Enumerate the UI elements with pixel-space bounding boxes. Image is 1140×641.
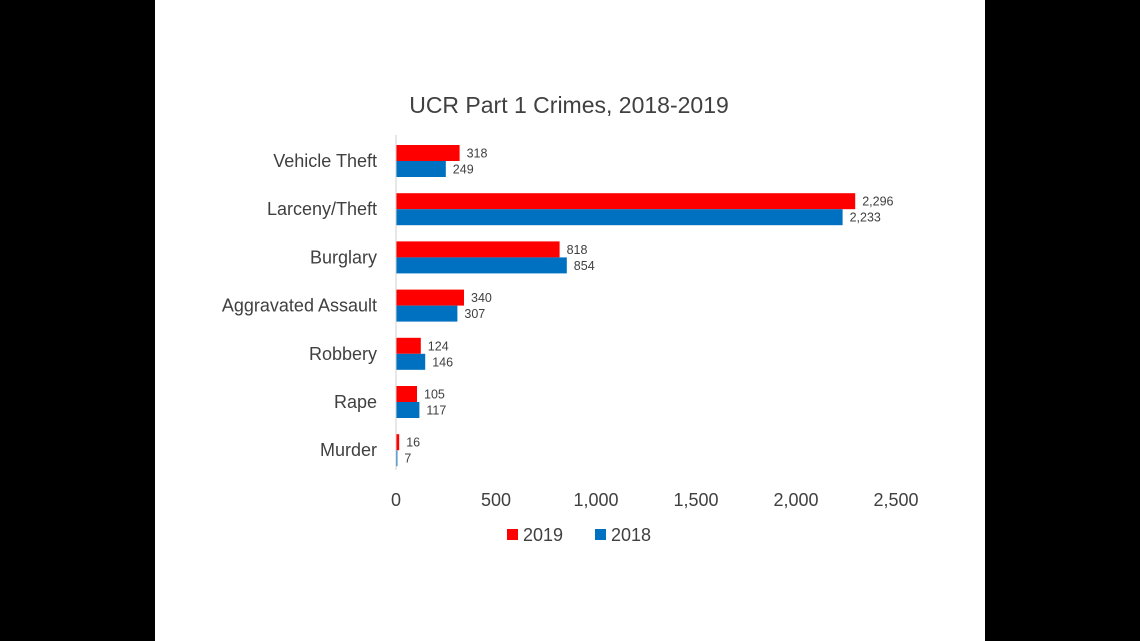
legend-swatch-2019 <box>507 529 518 540</box>
legend-label-2018: 2018 <box>611 525 651 545</box>
data-label-murder-2019: 16 <box>406 436 420 450</box>
category-label-robbery: Robbery <box>309 344 377 364</box>
data-label-larceny-theft-2018: 2,233 <box>850 211 881 225</box>
data-label-robbery-2018: 146 <box>432 355 453 369</box>
data-label-larceny-theft-2019: 2,296 <box>862 195 893 209</box>
category-label-rape: Rape <box>334 392 377 412</box>
data-label-aggravated-assault-2018: 307 <box>464 307 485 321</box>
bar-chart: UCR Part 1 Crimes, 2018-2019 Vehicle The… <box>222 92 919 545</box>
bar-robbery-2018 <box>396 353 426 370</box>
data-label-vehicle-theft-2019: 318 <box>467 147 488 161</box>
data-label-murder-2018: 7 <box>404 452 411 466</box>
legend: 2019 2018 <box>507 525 651 545</box>
chart-title: UCR Part 1 Crimes, 2018-2019 <box>409 92 729 118</box>
bar-murder-2019 <box>396 434 400 451</box>
bar-aggravated-assault-2019 <box>396 289 464 306</box>
category-labels: Vehicle Theft Larceny/Theft Burglary Aggrav… <box>222 151 377 460</box>
data-label-vehicle-theft-2018: 249 <box>453 163 474 177</box>
bar-rape-2019 <box>396 386 417 402</box>
category-label-aggravated-assault: Aggravated Assault <box>222 296 377 316</box>
legend-label-2019: 2019 <box>523 525 563 545</box>
bars-layer <box>396 145 856 467</box>
data-label-burglary-2019: 818 <box>567 243 588 257</box>
data-labels: 318 249 2,296 2,233 818 854 340 307 124 146 105 117… <box>404 147 893 466</box>
category-label-murder: Murder <box>320 440 377 460</box>
x-tick-label-2000: 2,000 <box>773 490 818 510</box>
category-label-burglary: Burglary <box>310 247 377 267</box>
x-tick-label-1000: 1,000 <box>573 490 618 510</box>
bar-robbery-2019 <box>396 337 421 354</box>
data-label-robbery-2019: 124 <box>428 339 449 353</box>
bar-vehicle-theft-2018 <box>396 161 446 177</box>
x-tick-label-0: 0 <box>391 490 401 510</box>
category-label-vehicle-theft: Vehicle Theft <box>273 151 377 171</box>
legend-swatch-2018 <box>595 529 606 540</box>
bar-rape-2018 <box>396 402 420 418</box>
slide: UCR Part 1 Crimes, 2018-2019 Vehicle The… <box>155 0 985 641</box>
data-label-burglary-2018: 854 <box>574 259 595 273</box>
x-tick-label-500: 500 <box>481 490 511 510</box>
data-label-aggravated-assault-2019: 340 <box>471 291 492 305</box>
x-tick-label-1500: 1,500 <box>673 490 718 510</box>
x-tick-label-2500: 2,500 <box>873 490 918 510</box>
x-axis-ticks: 0 500 1,000 1,500 2,000 2,500 <box>391 490 919 510</box>
category-label-larceny-theft: Larceny/Theft <box>267 199 377 219</box>
bar-burglary-2018 <box>396 257 567 274</box>
data-label-rape-2018: 117 <box>426 404 446 418</box>
bar-burglary-2019 <box>396 241 560 258</box>
data-label-rape-2019: 105 <box>424 388 445 402</box>
bar-murder-2018 <box>396 450 398 467</box>
bar-vehicle-theft-2019 <box>396 145 460 161</box>
bar-larceny-theft-2018 <box>396 209 843 226</box>
bar-aggravated-assault-2018 <box>396 305 458 322</box>
bar-larceny-theft-2019 <box>396 193 856 210</box>
